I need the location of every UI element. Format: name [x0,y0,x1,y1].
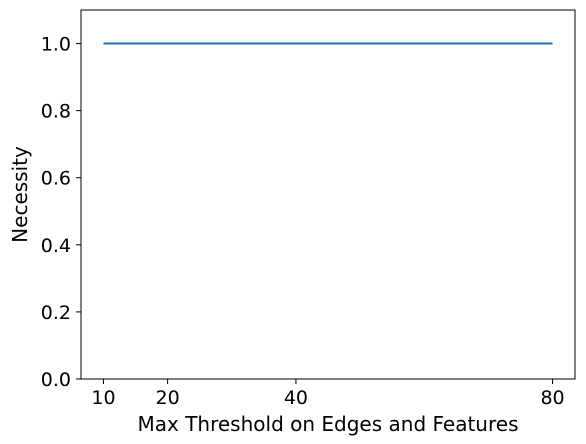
x-tick-label: 10 [91,387,115,409]
y-tick-label: 0.4 [41,235,71,257]
y-tick-label: 0.8 [41,101,71,123]
y-axis: 0.0 0.2 0.4 0.6 0.8 1.0 [41,34,81,391]
x-tick-label: 20 [156,387,180,409]
x-axis: 10 20 40 80 [91,379,565,409]
y-tick-label: 1.0 [41,34,71,56]
x-tick-label: 40 [284,387,308,409]
plot-area [80,9,576,380]
y-tick-label: 0.0 [41,369,71,391]
plot-frame [80,9,576,380]
x-tick-label: 80 [540,387,564,409]
y-axis-label: Necessity [8,146,32,243]
y-tick-label: 0.2 [41,302,71,324]
y-tick-label: 0.6 [41,168,71,190]
x-axis-label: Max Threshold on Edges and Features [138,412,519,436]
